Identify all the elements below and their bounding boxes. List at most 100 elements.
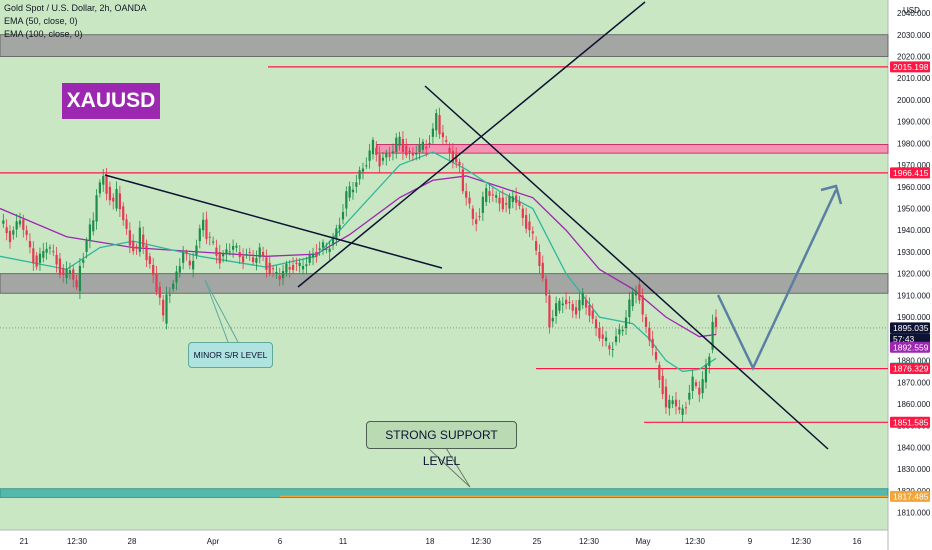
projection-arrowhead [820, 184, 843, 205]
candle-up [345, 191, 348, 209]
candle-down [271, 268, 275, 270]
candle-down [458, 161, 461, 165]
candle-up [385, 153, 388, 158]
candle-up [328, 248, 331, 252]
candle-down [132, 241, 135, 252]
candle-up [85, 240, 88, 252]
candle-up [604, 337, 608, 342]
candle-down [455, 154, 458, 163]
candle-down [518, 202, 521, 206]
candle-up [485, 188, 488, 203]
price-tick-label: 1960.000 [897, 183, 931, 192]
candle-down [405, 145, 408, 156]
candle-down [122, 206, 125, 221]
candle-down [142, 234, 145, 248]
candle-down [208, 236, 211, 238]
candle-down [125, 219, 128, 229]
candle-down [218, 251, 221, 264]
candle-down [654, 351, 658, 360]
projection-path [716, 189, 838, 371]
descending-trendline-right [424, 85, 829, 450]
candle-up [581, 292, 584, 306]
candle-down [591, 310, 594, 319]
candle-down [205, 219, 208, 239]
candle-up [551, 317, 554, 322]
price-tick-label: 1830.000 [897, 465, 931, 474]
candle-down [105, 175, 108, 194]
candle-down [644, 317, 648, 327]
time-axis-ticks: 21 12:30 28 Apr 6 11 18 12:30 25 12:30 May 12:30 9 12… [20, 537, 862, 546]
candle-up [178, 266, 181, 273]
candle-up [348, 186, 351, 198]
candle-up [285, 263, 288, 273]
candle-up [391, 151, 395, 154]
candle-down [295, 262, 298, 264]
price-tick-label: 2030.000 [897, 31, 931, 40]
candle-down [608, 345, 611, 350]
candle-up [355, 182, 358, 187]
candle-up [12, 230, 15, 235]
candle-up [102, 176, 105, 185]
candle-down [288, 267, 291, 270]
candle-down [501, 197, 504, 210]
candle-down [714, 317, 718, 328]
candle-up [301, 265, 305, 270]
candle-down [162, 299, 165, 316]
candle-down [62, 268, 65, 275]
ascending-trendline [297, 1, 646, 288]
candle-down [265, 257, 268, 270]
candle-down [25, 230, 28, 235]
candle-down [32, 248, 35, 264]
candle-down [528, 221, 531, 231]
candle-up [361, 168, 365, 172]
candle-down [438, 115, 441, 135]
candle-down [538, 251, 541, 267]
candle-up [681, 408, 684, 415]
candle-up [341, 211, 345, 220]
candle-up [195, 245, 198, 256]
emas [0, 151, 717, 373]
price-tag-level [890, 61, 930, 73]
minor-callout-pointer [204, 279, 229, 343]
price-tick-label: 1860.000 [897, 400, 931, 409]
candle-down [678, 407, 681, 410]
candle-up [165, 294, 168, 324]
chart-legend-title: Gold Spot / U.S. Dollar, 2h, OANDA [4, 3, 147, 13]
time-tick-label: 12:30 [579, 537, 600, 546]
candle-up [614, 336, 618, 343]
price-tag-text: 1876.329 [893, 364, 929, 374]
candle-up [325, 249, 328, 251]
candle-up [691, 376, 694, 391]
price-tick-label: 1940.000 [897, 226, 931, 235]
candle-up [628, 299, 631, 318]
time-tick-label: 28 [128, 537, 137, 546]
candle-up [398, 136, 401, 146]
candle-down [55, 254, 58, 265]
candle-up [175, 271, 178, 283]
price-tag-text: 1817.485 [893, 491, 929, 501]
candle-down [541, 262, 544, 279]
candle-down [535, 241, 538, 251]
candle-up [88, 224, 92, 242]
candle-up [708, 356, 711, 367]
candle-up [704, 364, 708, 383]
candle-up [481, 196, 484, 213]
price-tag-text: 1895.035 [893, 323, 929, 333]
symbol-label: XAUUSD [62, 83, 160, 119]
price-tag-level [890, 416, 930, 428]
candle-down [28, 241, 32, 248]
candle-down [148, 256, 151, 265]
candle-down [261, 251, 265, 256]
candle-down [598, 327, 601, 339]
candle-down [515, 195, 518, 203]
candle-up [321, 242, 325, 248]
price-tick-label: 2000.000 [897, 96, 931, 105]
minor-sr-label: MINOR S/R LEVEL [188, 342, 273, 368]
candle-up [38, 253, 42, 263]
time-tick-label: 12:30 [791, 537, 812, 546]
price-tag-text: 1892.559 [893, 342, 929, 352]
candle-up [212, 241, 215, 243]
candle-up [621, 329, 624, 332]
